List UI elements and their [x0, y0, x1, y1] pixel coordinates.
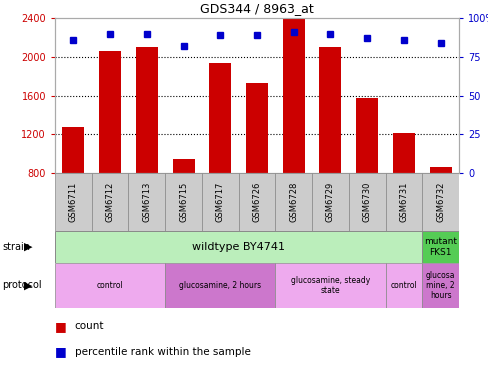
Text: ▶: ▶ [23, 280, 32, 291]
Bar [172, 160, 194, 173]
Text: percentile rank within the sample: percentile rank within the sample [74, 347, 250, 357]
Bar [165, 263, 275, 308]
Text: ■: ■ [55, 346, 71, 358]
Bar [99, 51, 121, 173]
Text: glucosamine, 2 hours: glucosamine, 2 hours [179, 281, 261, 290]
Text: GSM6728: GSM6728 [288, 182, 298, 222]
Text: strain: strain [2, 242, 30, 252]
FancyBboxPatch shape [311, 173, 348, 231]
Text: count: count [74, 321, 104, 331]
Text: GSM6731: GSM6731 [399, 182, 407, 222]
Text: GSM6730: GSM6730 [362, 182, 371, 222]
FancyBboxPatch shape [128, 173, 165, 231]
Text: GSM6715: GSM6715 [179, 182, 188, 222]
FancyBboxPatch shape [55, 173, 92, 231]
Text: control: control [390, 281, 416, 290]
Text: wildtype BY4741: wildtype BY4741 [192, 242, 285, 252]
Text: glucosa
mine, 2
hours: glucosa mine, 2 hours [425, 270, 454, 300]
FancyBboxPatch shape [202, 173, 238, 231]
Text: GSM6732: GSM6732 [435, 182, 444, 222]
Bar [136, 47, 158, 173]
FancyBboxPatch shape [165, 173, 202, 231]
Text: glucosamine, steady
state: glucosamine, steady state [290, 276, 369, 295]
Bar [209, 63, 231, 173]
FancyBboxPatch shape [92, 173, 128, 231]
Bar [319, 47, 341, 173]
Bar [422, 231, 458, 263]
FancyBboxPatch shape [238, 173, 275, 231]
Bar [392, 133, 414, 173]
FancyBboxPatch shape [385, 173, 422, 231]
Text: GSM6712: GSM6712 [105, 182, 114, 222]
Text: GSM6726: GSM6726 [252, 182, 261, 222]
Text: mutant
FKS1: mutant FKS1 [423, 237, 456, 257]
Text: control: control [97, 281, 123, 290]
Bar [355, 98, 377, 173]
Bar [55, 263, 165, 308]
FancyBboxPatch shape [422, 173, 458, 231]
Bar [385, 263, 422, 308]
FancyBboxPatch shape [348, 173, 385, 231]
Text: GSM6729: GSM6729 [325, 182, 334, 222]
Bar [422, 263, 458, 308]
Text: ■: ■ [55, 320, 71, 333]
Bar [282, 18, 304, 173]
Text: GSM6713: GSM6713 [142, 182, 151, 222]
Text: GSM6711: GSM6711 [69, 182, 78, 222]
Text: protocol: protocol [2, 280, 42, 291]
Bar [275, 263, 385, 308]
Bar [429, 167, 451, 173]
Text: GSM6717: GSM6717 [215, 182, 224, 222]
FancyBboxPatch shape [275, 173, 311, 231]
Title: GDS344 / 8963_at: GDS344 / 8963_at [200, 3, 313, 15]
Bar [62, 127, 84, 173]
Bar [245, 83, 267, 173]
Text: ▶: ▶ [23, 242, 32, 252]
